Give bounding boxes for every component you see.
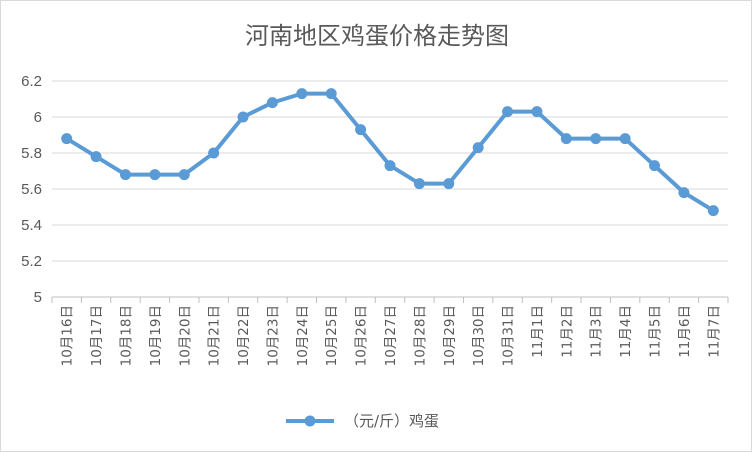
x-tick-label: 10月31日	[501, 305, 517, 366]
data-point	[61, 133, 73, 145]
y-tick-label: 5.8	[21, 145, 42, 162]
data-point	[384, 160, 396, 172]
data-point	[149, 169, 161, 181]
x-tick-label: 11月7日	[706, 305, 722, 358]
x-tick-label: 10月26日	[354, 305, 370, 366]
y-tick-label: 6	[34, 109, 42, 126]
x-tick-label: 11月1日	[530, 305, 546, 358]
x-tick-label: 10月25日	[324, 305, 340, 366]
data-point	[649, 160, 661, 172]
data-point	[707, 205, 719, 217]
x-tick-label: 11月5日	[648, 305, 664, 358]
data-point	[502, 106, 514, 118]
data-point	[325, 88, 337, 100]
y-tick-label: 5.2	[21, 253, 42, 270]
data-point	[443, 178, 455, 190]
data-point	[90, 151, 102, 163]
chart-title: 河南地区鸡蛋价格走势图	[245, 22, 509, 50]
legend: （元/斤）鸡蛋	[286, 412, 439, 430]
y-tick-label: 5	[34, 289, 42, 306]
series-line	[64, 91, 716, 213]
x-tick-label: 10月16日	[60, 305, 76, 366]
x-tick-label: 10月19日	[148, 305, 164, 366]
x-tick-label: 10月20日	[177, 305, 193, 366]
data-point	[208, 147, 220, 159]
data-point	[590, 133, 602, 145]
data-point	[296, 88, 308, 100]
legend-marker	[304, 415, 316, 427]
x-tick-label: 10月27日	[383, 305, 399, 366]
x-axis-ticks: 10月16日 10月17日 10月18日 10月19日 10月20日 10月21日 10月2…	[60, 305, 723, 366]
x-tick-label: 10月24日	[295, 305, 311, 366]
x-tick-label: 11月3日	[589, 305, 605, 358]
x-tick-label: 11月4日	[618, 305, 634, 358]
data-point	[178, 169, 190, 181]
x-tick-label: 10月18日	[118, 305, 134, 366]
data-point	[413, 178, 425, 190]
data-point	[619, 133, 631, 145]
y-tick-label: 6.2	[21, 73, 42, 90]
legend-label: （元/斤）鸡蛋	[344, 412, 439, 430]
x-tick-label: 11月6日	[677, 305, 693, 358]
data-point	[266, 97, 278, 109]
data-point	[119, 169, 131, 181]
x-tick-label: 11月2日	[559, 305, 575, 358]
series-layer	[61, 88, 719, 217]
data-point	[355, 124, 367, 136]
x-tick-label: 10月30日	[471, 305, 487, 366]
data-point	[531, 106, 543, 118]
y-tick-label: 5.6	[21, 181, 42, 198]
data-point	[678, 187, 690, 199]
x-tick-label: 10月23日	[265, 305, 281, 366]
data-point	[472, 142, 484, 154]
data-point	[560, 133, 572, 145]
x-tick-label: 10月17日	[89, 305, 105, 366]
gridlines	[51, 80, 729, 303]
data-point	[237, 111, 249, 123]
y-axis-ticks: 5 5.2 5.4 5.6 5.8 6 6.2	[21, 73, 42, 306]
x-tick-label: 10月21日	[207, 305, 223, 366]
x-tick-label: 10月22日	[236, 305, 252, 366]
y-tick-label: 5.4	[21, 217, 42, 234]
x-tick-label: 10月29日	[442, 305, 458, 366]
x-tick-label: 10月28日	[412, 305, 428, 366]
